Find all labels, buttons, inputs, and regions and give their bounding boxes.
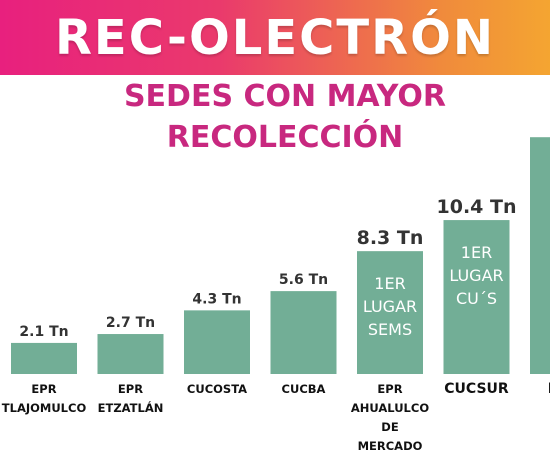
bar-5	[357, 251, 423, 374]
bar-inner-label-5-1: 1ER	[374, 274, 405, 293]
category-label-5-1: EPR	[377, 382, 402, 396]
banner-title: REC-OLECTRÓN	[54, 9, 496, 66]
title-banner	[0, 0, 550, 75]
bar-7	[530, 137, 550, 374]
category-label-4-1: CUCBA	[282, 382, 326, 396]
value-label-2: 2.7 Tn	[106, 315, 155, 331]
category-label-7-1: REC	[548, 381, 550, 397]
category-label-5-2: AHUALULCO	[351, 401, 429, 415]
value-label-4: 5.6 Tn	[279, 272, 328, 288]
chart-title-line-1: SEDES CON MAYOR	[123, 79, 447, 114]
category-label-5-4: MERCADO	[358, 439, 423, 450]
category-label-2-2: ETZATLÁN	[98, 400, 164, 415]
category-label-2-1: EPR	[118, 382, 143, 396]
bar-3	[184, 310, 250, 374]
value-label-5: 8.3 Tn	[357, 227, 424, 249]
bar-1	[11, 342, 77, 374]
bar-inner-label-5-2: LUGAR	[363, 297, 417, 316]
value-label-3: 4.3 Tn	[192, 291, 241, 307]
category-label-3-1: CUCOSTA	[187, 382, 247, 396]
category-label-1-1: EPR	[31, 382, 56, 396]
bar-inner-label-6-1: 1ER	[461, 243, 492, 262]
bar-6	[443, 220, 510, 374]
value-label-6: 10.4 Tn	[437, 196, 517, 218]
category-label-1-2: TLAJOMULCO	[2, 401, 87, 415]
bar-inner-label-6-3: CU´S	[456, 289, 497, 308]
bar-inner-label-6-2: LUGAR	[449, 266, 503, 285]
bar-4	[270, 291, 337, 374]
category-label-6-1: CUCSUR	[444, 381, 509, 397]
bar-inner-label-5-3: SEMS	[368, 320, 412, 339]
bar-2	[97, 334, 164, 374]
chart-title-line-2: RECOLECCIÓN	[166, 120, 404, 155]
category-label-5-3: DE	[381, 420, 399, 434]
value-label-1: 2.1 Tn	[19, 324, 68, 340]
